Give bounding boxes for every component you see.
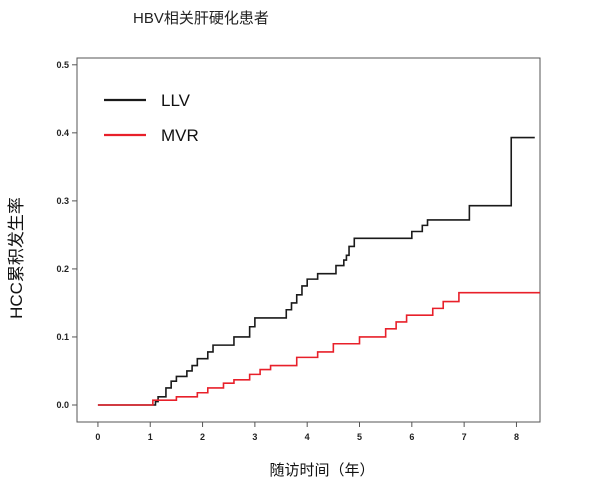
y-tick-label: 0.3	[56, 196, 69, 206]
x-tick-label: 5	[357, 432, 362, 442]
x-tick-label: 7	[462, 432, 467, 442]
x-tick-label: 6	[409, 432, 414, 442]
series-line-mvr	[97, 291, 540, 406]
y-axis-label: HCC累积发生率	[7, 197, 26, 319]
y-tick-label: 0.0	[56, 400, 69, 410]
x-axis-label: 随访时间（年）	[269, 462, 374, 479]
legend-label-mvr: MVR	[161, 126, 199, 145]
legend: LLV MVR	[104, 91, 199, 145]
x-tick-label: 3	[252, 432, 257, 442]
x-tick-label: 4	[305, 432, 310, 442]
x-tick-label: 0	[95, 432, 100, 442]
axes: 0 1 2 3 4 5 6 7 8 0.0 0.1 0.2 0.3 0.4 0.5	[56, 60, 518, 442]
legend-label-llv: LLV	[161, 91, 191, 110]
plot-frame	[76, 57, 541, 423]
y-tick-label: 0.4	[56, 128, 69, 138]
y-tick-label: 0.5	[56, 60, 69, 70]
x-tick-label: 1	[148, 432, 153, 442]
x-tick-label: 2	[200, 432, 205, 442]
series-layer	[97, 136, 540, 406]
series-line-llv	[97, 136, 535, 406]
y-tick-label: 0.2	[56, 264, 69, 274]
y-tick-label: 0.1	[56, 332, 69, 342]
x-tick-label: 8	[514, 432, 519, 442]
chart-title: HBV相关肝硬化患者	[133, 10, 269, 27]
